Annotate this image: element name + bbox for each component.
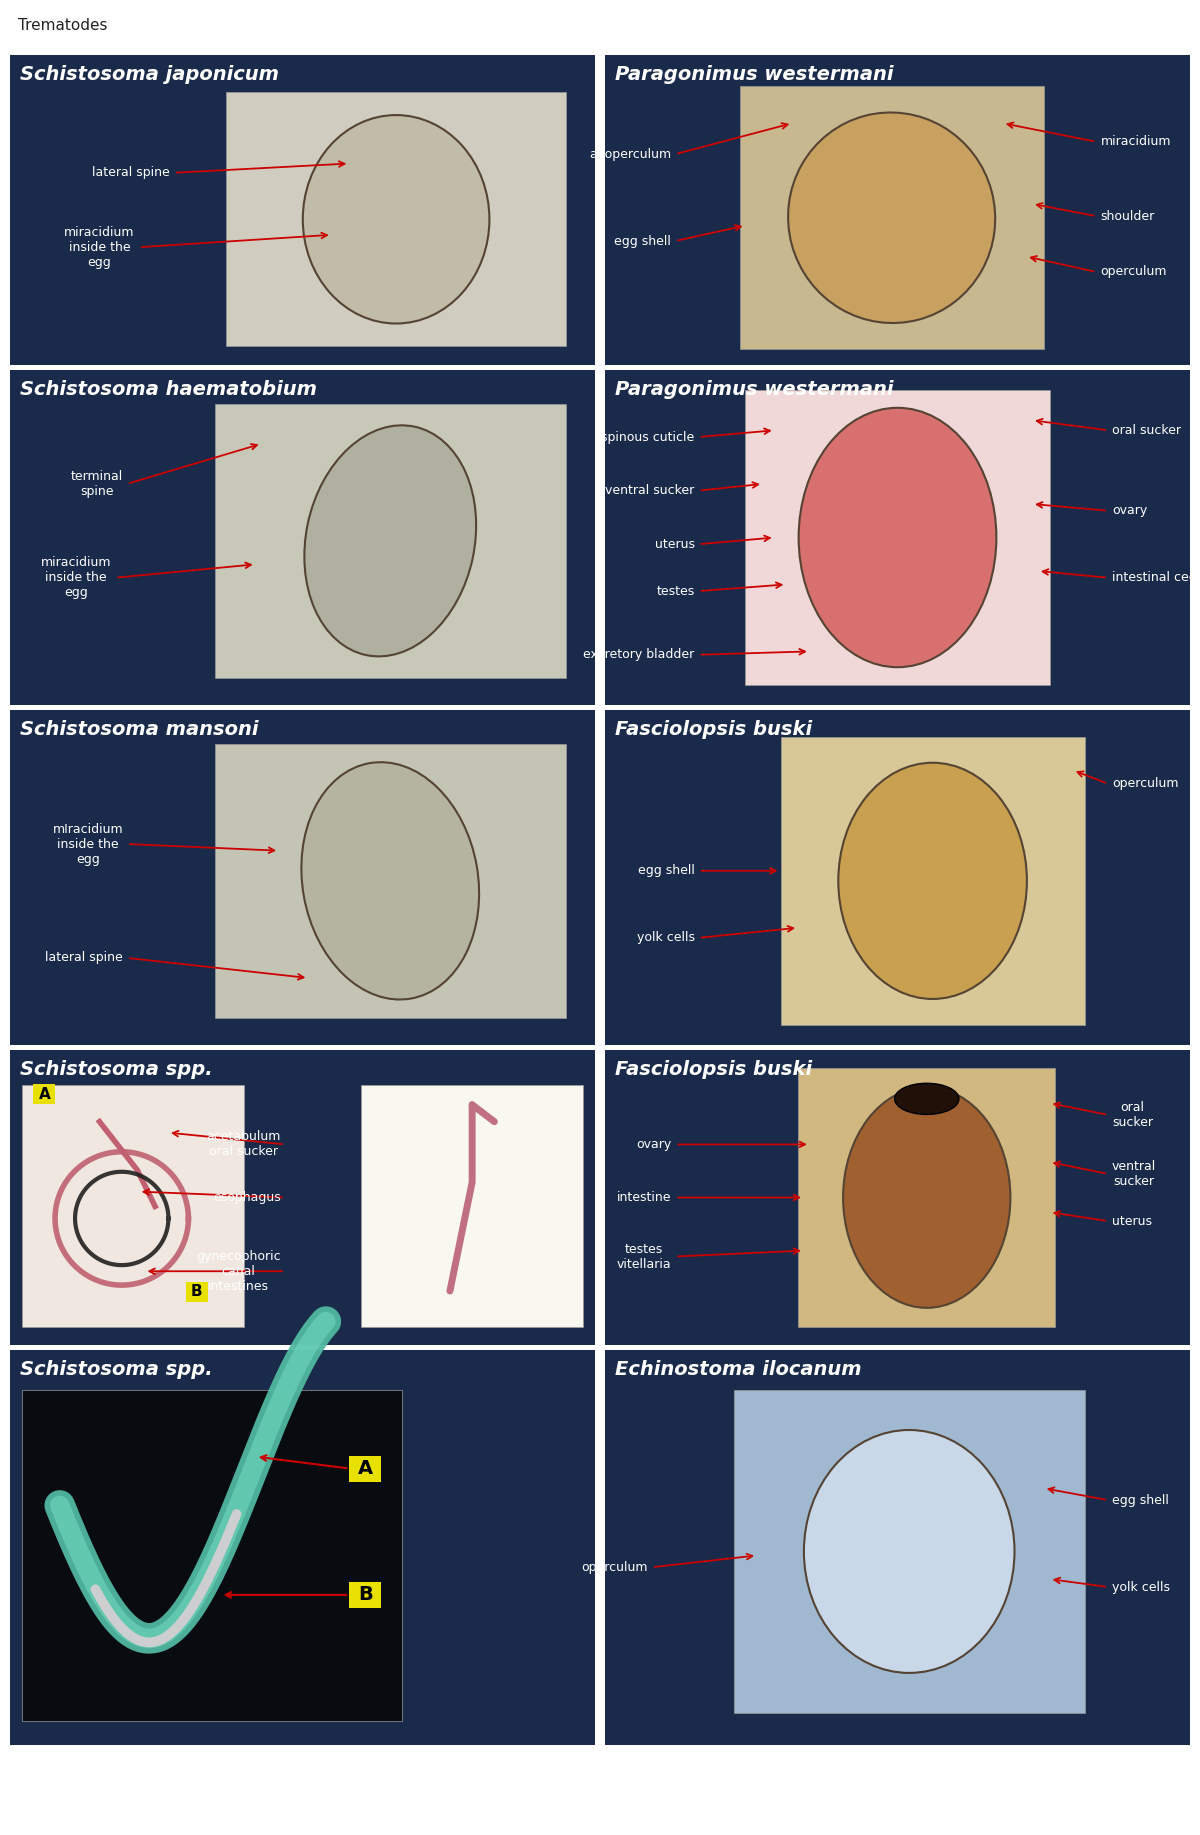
Text: operculum: operculum: [1112, 778, 1178, 791]
Ellipse shape: [839, 763, 1027, 998]
Bar: [605, 55, 1190, 365]
Text: oral sucker: oral sucker: [1112, 424, 1181, 437]
Text: operculum: operculum: [581, 1562, 648, 1574]
Bar: [10, 55, 595, 365]
Text: uterus: uterus: [655, 538, 695, 550]
Bar: [34, 1084, 55, 1105]
Text: testes
vitellaria: testes vitellaria: [617, 1242, 671, 1270]
Bar: [215, 404, 565, 679]
Text: egg shell: egg shell: [614, 235, 671, 248]
Ellipse shape: [305, 426, 476, 657]
Text: A: A: [358, 1459, 373, 1477]
Text: yolk cells: yolk cells: [637, 932, 695, 945]
Text: excretory bladder: excretory bladder: [583, 648, 695, 661]
Text: miracidium
inside the
egg: miracidium inside the egg: [41, 556, 112, 600]
Bar: [733, 1389, 1085, 1714]
Text: spinous cuticle: spinous cuticle: [601, 431, 695, 444]
Text: shoulder: shoulder: [1100, 209, 1154, 222]
Bar: [215, 743, 565, 1018]
Text: ventral sucker: ventral sucker: [605, 484, 695, 497]
Bar: [22, 1084, 244, 1327]
Bar: [745, 391, 1050, 684]
Text: egg shell: egg shell: [637, 864, 695, 877]
Bar: [780, 738, 1085, 1026]
Text: uterus: uterus: [1112, 1215, 1152, 1228]
Text: Paragonimus westermani: Paragonimus westermani: [616, 380, 894, 398]
Ellipse shape: [799, 407, 996, 668]
Text: testes: testes: [656, 585, 695, 598]
Bar: [739, 86, 1044, 349]
Text: lateral spine: lateral spine: [92, 167, 170, 180]
Ellipse shape: [844, 1086, 1010, 1308]
Text: acetabulum
oral sucker: acetabulum oral sucker: [206, 1130, 281, 1158]
Text: lateral spine: lateral spine: [46, 951, 124, 965]
Text: Schistosoma japonicum: Schistosoma japonicum: [20, 64, 278, 84]
Text: aboperculum: aboperculum: [589, 147, 671, 161]
Text: yolk cells: yolk cells: [1112, 1580, 1170, 1593]
Text: ovary: ovary: [636, 1138, 671, 1151]
Bar: [227, 92, 565, 347]
Bar: [10, 710, 595, 1044]
Bar: [349, 1582, 382, 1607]
Text: B: B: [358, 1585, 373, 1604]
Ellipse shape: [301, 762, 479, 1000]
Ellipse shape: [894, 1083, 959, 1114]
Text: miracidium
inside the
egg: miracidium inside the egg: [64, 226, 134, 268]
Text: egg shell: egg shell: [1112, 1494, 1169, 1507]
Text: gynecophoric
canal
intestines: gynecophoric canal intestines: [197, 1250, 281, 1292]
Bar: [605, 371, 1190, 705]
Text: Trematodes: Trematodes: [18, 18, 108, 33]
Text: operculum: operculum: [1100, 266, 1166, 279]
Bar: [605, 710, 1190, 1044]
Bar: [10, 1351, 595, 1745]
Text: Paragonimus westermani: Paragonimus westermani: [616, 64, 894, 84]
Text: intestine: intestine: [617, 1191, 671, 1204]
Bar: [798, 1068, 1056, 1327]
Text: Echinostoma ilocanum: Echinostoma ilocanum: [616, 1360, 862, 1378]
Text: mIracidium
inside the
egg: mIracidium inside the egg: [53, 822, 124, 866]
Text: Schistosoma spp.: Schistosoma spp.: [20, 1360, 212, 1378]
Text: Schistosoma mansoni: Schistosoma mansoni: [20, 719, 258, 740]
Text: ventral
sucker: ventral sucker: [1112, 1160, 1157, 1187]
Text: ovary: ovary: [1112, 505, 1147, 517]
Text: Schistosoma haematobium: Schistosoma haematobium: [20, 380, 317, 398]
Text: oral
sucker: oral sucker: [1112, 1101, 1153, 1129]
Text: esophagus: esophagus: [214, 1191, 281, 1204]
Bar: [605, 1050, 1190, 1345]
Text: Fasciolopsis buski: Fasciolopsis buski: [616, 1061, 812, 1079]
Text: Schistosoma spp.: Schistosoma spp.: [20, 1061, 212, 1079]
Bar: [361, 1084, 583, 1327]
Text: B: B: [191, 1284, 203, 1299]
Bar: [10, 371, 595, 705]
Bar: [10, 1050, 595, 1345]
Bar: [605, 1351, 1190, 1745]
Text: miracidium: miracidium: [1100, 136, 1171, 149]
Bar: [22, 1389, 402, 1721]
Text: A: A: [38, 1086, 50, 1101]
Text: intestinal ceca: intestinal ceca: [1112, 571, 1200, 584]
Ellipse shape: [788, 112, 995, 323]
Ellipse shape: [302, 116, 490, 323]
Bar: [349, 1455, 382, 1481]
Bar: [186, 1283, 208, 1301]
Ellipse shape: [804, 1429, 1014, 1674]
Text: Fasciolopsis buski: Fasciolopsis buski: [616, 719, 812, 740]
Text: terminal
spine: terminal spine: [71, 470, 124, 497]
